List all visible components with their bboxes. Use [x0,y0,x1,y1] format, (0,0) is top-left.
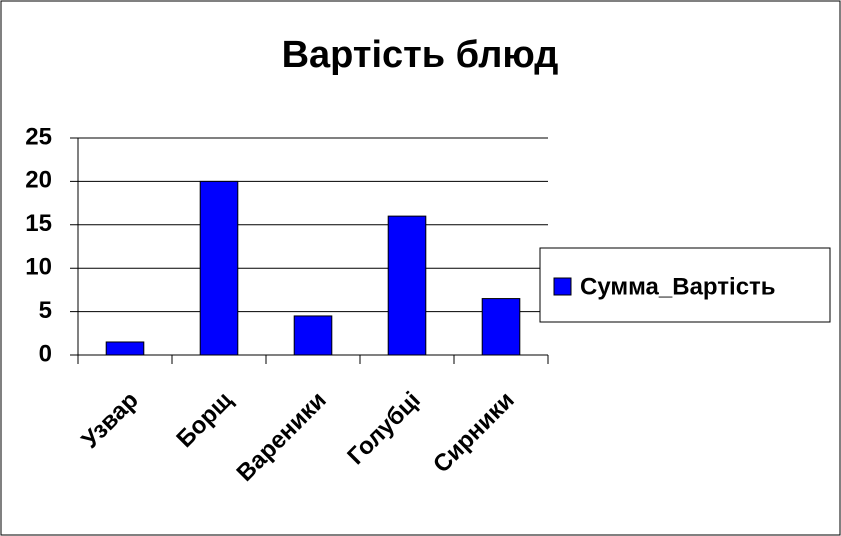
legend-box [539,247,831,323]
y-tick-label: 25 [25,123,52,150]
bar [199,180,239,356]
bar [481,298,521,356]
chart-title: Вартість блюд [282,34,559,76]
y-tick-label: 0 [39,340,52,367]
y-tick-label: 5 [39,297,52,324]
bar [105,341,145,356]
bar [293,315,333,356]
legend-swatch [553,277,572,296]
bar [387,215,427,356]
legend-label: Сумма_Вартість [580,273,776,300]
y-tick-label: 20 [25,167,52,194]
y-tick-label: 10 [25,254,52,281]
y-tick-label: 15 [25,210,52,237]
